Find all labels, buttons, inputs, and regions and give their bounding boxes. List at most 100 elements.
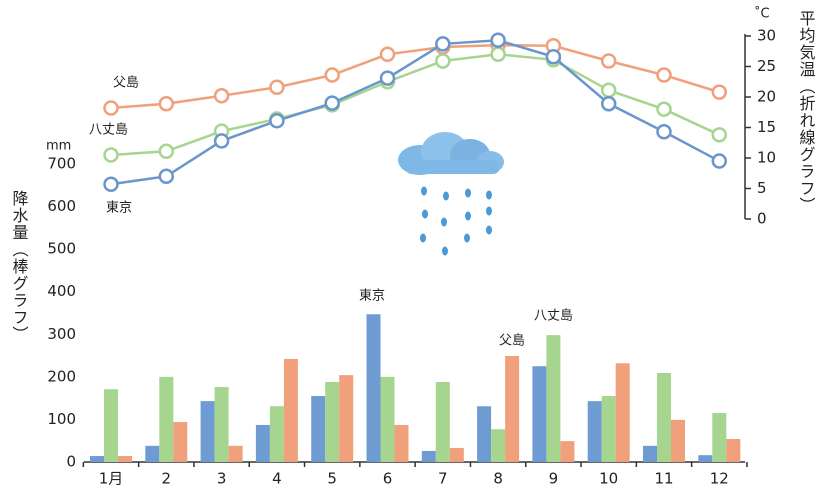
- marker: [656, 67, 672, 83]
- y-tick-label: 400: [47, 282, 76, 300]
- bar: [491, 429, 506, 462]
- x-tick-label: 4: [272, 470, 282, 488]
- line: [110, 43, 720, 110]
- marker: [490, 32, 506, 49]
- marker: [324, 95, 340, 111]
- marker: [158, 143, 175, 160]
- y-tick-label: 500: [47, 240, 76, 258]
- marker: [435, 53, 451, 69]
- y-tick-label: 200: [47, 367, 76, 385]
- marker: [213, 133, 230, 149]
- y2-axis-title: 平均気温（折れ線グラフ）: [797, 10, 816, 214]
- marker: [435, 36, 451, 52]
- bar-label: 東京: [359, 288, 385, 304]
- line-label: 東京: [106, 200, 132, 216]
- y2-tick-label: 30: [757, 27, 776, 45]
- bar: [546, 335, 561, 462]
- bar: [283, 358, 298, 462]
- marker: [103, 147, 119, 163]
- x-tick-label: 2: [162, 470, 172, 488]
- bar: [532, 366, 547, 462]
- marker: [269, 79, 285, 95]
- y2-axis-unit: ˚C: [754, 6, 770, 22]
- x-tick-label: 8: [493, 470, 503, 488]
- marker: [269, 113, 285, 129]
- rain-icon: [398, 132, 504, 256]
- marker: [600, 95, 617, 112]
- bar-label: 八丈島: [534, 309, 573, 324]
- marker: [103, 100, 119, 116]
- y2-tick-label: 20: [757, 88, 776, 106]
- bar: [615, 363, 630, 462]
- bar: [269, 406, 284, 462]
- marker: [711, 127, 728, 143]
- marker: [656, 124, 672, 140]
- marker: [600, 53, 617, 69]
- marker: [656, 101, 672, 117]
- y-tick-label: 0: [66, 453, 76, 471]
- x-tick-label: 1月: [99, 470, 124, 488]
- line: [110, 53, 720, 157]
- bar: [214, 387, 229, 462]
- line-label: 八丈島: [89, 123, 128, 138]
- bar: [435, 381, 450, 462]
- bar: [366, 314, 381, 462]
- bar: [145, 445, 160, 462]
- bar: [380, 376, 395, 462]
- x-tick-label: 5: [327, 470, 337, 488]
- x-tick-label: 12: [710, 470, 729, 488]
- bar: [712, 413, 727, 462]
- bar: [560, 441, 575, 462]
- marker: [158, 95, 175, 112]
- y-axis-title: 降水量（棒グラフ）: [10, 190, 29, 343]
- marker: [379, 46, 396, 63]
- marker: [213, 88, 230, 104]
- x-tick-label: 6: [383, 470, 393, 488]
- bar: [339, 375, 354, 462]
- bar: [159, 376, 174, 462]
- bar: [726, 439, 741, 462]
- bar: [228, 445, 243, 462]
- bar: [394, 424, 409, 462]
- bar: [311, 396, 326, 462]
- bar: [643, 445, 657, 462]
- marker: [545, 48, 562, 65]
- bar: [255, 424, 270, 462]
- bar: [449, 447, 464, 462]
- bar: [698, 455, 713, 462]
- x-tick-label: 10: [599, 470, 618, 488]
- bar: [477, 406, 492, 462]
- x-tick-label: 3: [217, 470, 227, 488]
- bar: [104, 389, 118, 462]
- bar: [173, 421, 188, 462]
- marker: [158, 168, 175, 185]
- y2-tick-label: 0: [757, 210, 767, 228]
- bar: [325, 381, 340, 462]
- y2-tick-label: 15: [757, 118, 776, 136]
- x-tick-label: 9: [549, 470, 559, 488]
- x-tick-label: 11: [654, 470, 673, 488]
- y2-tick-label: 10: [757, 149, 776, 167]
- marker: [103, 176, 119, 192]
- line: [110, 39, 720, 186]
- y-tick-label: 700: [47, 155, 76, 173]
- bar: [200, 401, 215, 462]
- marker: [324, 67, 340, 83]
- bar: [657, 373, 671, 462]
- marker: [711, 153, 728, 169]
- bar: [118, 456, 132, 462]
- bar: [671, 419, 685, 462]
- bar: [90, 456, 104, 462]
- bar: [601, 396, 616, 462]
- y-axis-unit: mm: [46, 139, 71, 154]
- marker: [600, 82, 617, 99]
- bar: [421, 450, 436, 462]
- marker: [379, 70, 396, 86]
- bar-label: 父島: [499, 334, 525, 349]
- y-tick-label: 300: [47, 325, 76, 343]
- y-tick-label: 100: [47, 410, 76, 428]
- y-tick-label: 600: [47, 197, 76, 215]
- line-label: 父島: [113, 76, 139, 91]
- x-tick-label: 7: [438, 470, 448, 488]
- y2-tick-label: 5: [757, 179, 767, 197]
